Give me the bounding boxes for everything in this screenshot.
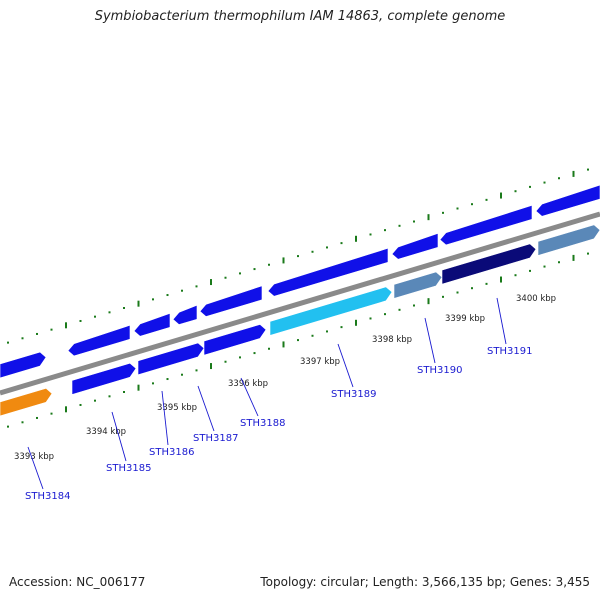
gene-arrow [199,285,263,317]
label-leader-line [424,317,436,364]
gene-arrow [269,286,393,336]
gene-label: STH3189 [331,389,376,400]
label-leader-line [27,446,44,490]
gene-arrow [537,224,600,256]
gene-label: STH3184 [25,491,70,502]
gene-arrow [0,387,53,417]
gene-arrow [137,342,205,376]
gene-label: STH3190 [417,365,462,376]
label-leader-line [496,297,507,345]
gene-arrow [535,184,600,217]
scale-label: 3397 kbp [300,357,340,367]
scale-label: 3395 kbp [157,403,197,413]
gene-arrow [0,351,47,379]
gene-arrow [71,362,137,395]
gene-arrow [441,243,537,285]
scale-label: 3393 kbp [14,452,54,462]
gene-label: STH3187 [193,433,238,444]
genome-summary: Topology: circular; Length: 3,566,135 bp… [260,575,590,589]
label-leader-line [111,411,127,462]
gene-arrow [393,271,443,299]
gene-label: STH3186 [149,447,194,458]
label-leader-line [240,377,259,417]
scale-label: 3400 kbp [516,294,556,304]
gene-arrow [391,232,439,260]
gene-label: STH3191 [487,346,532,357]
gene-arrow [133,312,171,337]
scale-label: 3398 kbp [372,335,412,345]
scale-labels: 3393 kbp 3394 kbp 3395 kbp 3396 kbp 3397 kbp… [14,294,556,462]
gene-arrow [172,304,198,325]
gene-arrow [439,204,533,246]
scale-label: 3394 kbp [86,427,126,437]
gene-label: STH3188 [240,418,285,429]
gene-label: STH3185 [106,463,151,474]
genome-title: Symbiobacterium thermophilum IAM 14863, … [94,9,506,24]
gene-arrow [203,324,267,356]
accession-text: Accession: NC_006177 [9,575,146,589]
gene-track [0,184,600,417]
label-leader-line [161,390,169,446]
gene-arrow [267,247,389,297]
scale-label: 3399 kbp [445,314,485,324]
gene-arrow [67,324,131,357]
label-leader-line [337,343,354,388]
scale-ticks [7,168,589,428]
scale-label: 3396 kbp [228,379,268,389]
label-leader-line [197,385,215,432]
genome-backbone [0,211,600,396]
